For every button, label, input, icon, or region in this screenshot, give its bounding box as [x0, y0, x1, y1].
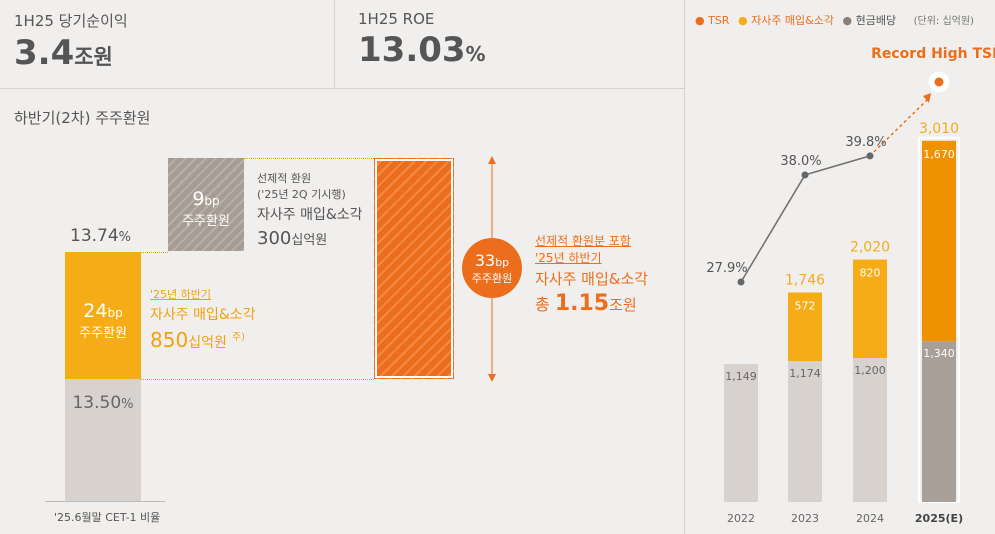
label-total-2025(E): 3,010 — [919, 121, 959, 137]
tick-2024: 2024 — [856, 512, 884, 525]
guide-line-bottom — [141, 379, 374, 380]
cet1-bottom-value: 13.50 — [72, 393, 122, 413]
label-buyback-2024: 820 — [860, 267, 881, 280]
early-return-bp: 9 — [192, 188, 205, 210]
total-note: 선제적 환원분 포함 '25년 하반기 자사주 매입&소각 총 1.15조원 — [535, 232, 648, 316]
legend-cash-dot: ● — [842, 14, 853, 27]
total-note-line2: '25년 하반기 — [535, 251, 602, 265]
cet1-top-label: 13.74% — [70, 226, 131, 246]
panel-divider — [684, 0, 685, 534]
label-cash-2022: 1,149 — [725, 370, 757, 383]
record-marker — [934, 77, 944, 87]
total-note-line3: 자사주 매입&소각 — [535, 270, 649, 288]
tsr-label-1: 38.0% — [780, 154, 821, 169]
label-cash-2023: 1,174 — [789, 367, 821, 380]
h2-note-line1: '25년 하반기 — [150, 288, 211, 301]
cet1-axis-label: '25.6월말 CET-1 비율 — [54, 511, 161, 524]
total-return-bp: 33 — [474, 251, 496, 270]
h2-note-unit: 십억원 — [188, 335, 227, 351]
net-income-value: 3.4 — [14, 33, 75, 73]
legend-buyback-dot: ● — [737, 14, 748, 27]
label-buyback-2023: 572 — [795, 299, 816, 312]
guide-line-mid — [141, 252, 168, 253]
tick-2022: 2022 — [727, 512, 755, 525]
tsr-chart: 1,149 2022 1,174 572 1,746 2023 1,200 820 2,020 2… — [706, 46, 995, 525]
h2-note-line2: 자사주 매입&소각 — [150, 307, 256, 323]
early-return-sub: 주주환원 — [182, 214, 230, 229]
roe-stat: 1H25 ROE 13.03% — [358, 10, 486, 70]
h2-note: '25년 하반기 자사주 매입&소각 850십억원 주) — [150, 286, 256, 352]
cet1-top-value: 13.74 — [70, 226, 119, 246]
unit-note: (단위: 십억원) — [913, 16, 974, 27]
total-note-line1: 선제적 환원분 포함 — [535, 234, 631, 248]
early-return-bp-unit: bp — [204, 194, 220, 208]
tsr-label-2: 39.8% — [845, 135, 886, 150]
total-return-bar — [374, 158, 454, 379]
early-note-line3: 자사주 매입&소각 — [257, 207, 363, 223]
label-total-2024: 2,020 — [850, 240, 890, 256]
roe-unit: % — [465, 42, 486, 66]
roe-value: 13.03 — [358, 30, 466, 70]
tsr-label-0: 27.9% — [706, 261, 747, 276]
h2-return-sub: 주주환원 — [79, 326, 127, 341]
early-note-unit: 십억원 — [291, 233, 328, 248]
legend-buyback: 자사주 매입&소각 — [751, 14, 834, 27]
stat-divider — [334, 0, 335, 88]
tick-2025(E): 2025(E) — [915, 512, 963, 525]
total-note-prefix: 총 — [535, 295, 550, 314]
roe-label: 1H25 ROE — [358, 10, 435, 28]
net-income-stat: 1H25 당기순이익 3.4조원 — [14, 10, 128, 73]
total-note-unit: 조원 — [609, 296, 637, 314]
early-note-line1: 선제적 환원 — [257, 172, 312, 185]
early-note: 선제적 환원 ('25년 2Q 기시행) 자사주 매입&소각 300십억원 — [257, 170, 363, 249]
label-buyback-2025(E): 1,670 — [923, 148, 955, 161]
guide-line-top — [244, 158, 374, 159]
early-note-line2: ('25년 2Q 기시행) — [257, 188, 346, 201]
h2-note-amount: 850 — [150, 328, 189, 352]
cet1-top-unit: % — [118, 230, 132, 245]
tsr-point-0 — [737, 278, 745, 286]
h2-note-footnote: 주) — [231, 332, 246, 343]
cet1-bottom-unit: % — [121, 397, 134, 412]
label-cash-2025(E): 1,340 — [923, 347, 955, 360]
total-return-sub: 주주환원 — [471, 272, 513, 285]
bar-buyback-2023 — [788, 292, 822, 362]
header-divider — [0, 88, 684, 89]
legend-tsr-dot: ● — [695, 14, 705, 27]
tsr-point-1 — [801, 171, 809, 179]
bar-cash-2025(E) — [922, 341, 956, 502]
total-return-bp-unit: bp — [495, 256, 510, 269]
legend-tsr: TSR — [708, 14, 730, 27]
bar-cash-2022 — [724, 364, 758, 502]
legend-cash: 현금배당 — [855, 14, 897, 27]
cet1-base-bar: 13.50% — [65, 379, 141, 501]
total-return-badge: 33bp 주주환원 — [462, 238, 522, 298]
h2-return-bar: 24bp 주주환원 — [65, 252, 141, 379]
bar-buyback-2024 — [853, 259, 887, 358]
net-income-label: 1H25 당기순이익 — [14, 12, 128, 30]
early-note-amount: 300 — [257, 228, 292, 249]
total-note-amount: 1.15 — [554, 291, 610, 316]
label-cash-2024: 1,200 — [854, 364, 886, 377]
tsr-projection-line — [873, 97, 930, 153]
tick-2023: 2023 — [791, 512, 819, 525]
early-return-bar: 9bp 주주환원 — [168, 158, 244, 251]
h2-return-bp-unit: bp — [107, 306, 123, 320]
chart-legend: ● TSR ● 자사주 매입&소각 ● 현금배당 (단위: 십억원) — [695, 12, 974, 28]
x-axis-line — [45, 501, 165, 502]
h2-return-bp: 24 — [83, 300, 108, 322]
net-income-unit: 조원 — [74, 45, 113, 69]
tsr-point-2 — [866, 152, 874, 160]
bar-cash-2023 — [788, 361, 822, 502]
section-title: 하반기(2차) 주주환원 — [14, 109, 151, 127]
record-high-label: Record High TSR — [871, 46, 995, 62]
label-total-2023: 1,746 — [785, 272, 825, 288]
tsr-projection-arrowhead — [923, 93, 931, 103]
bar-buyback-2025(E) — [922, 140, 956, 342]
bar-cash-2024 — [853, 358, 887, 502]
